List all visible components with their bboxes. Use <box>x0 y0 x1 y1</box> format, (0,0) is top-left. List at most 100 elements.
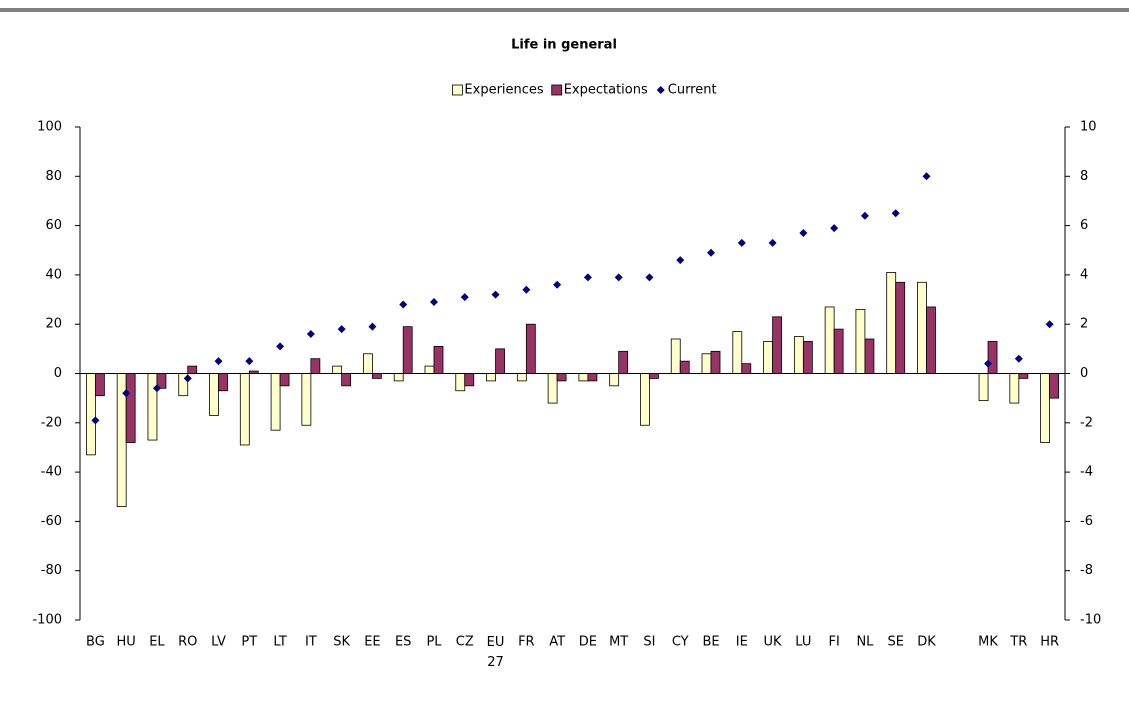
bar <box>609 373 620 387</box>
y2-tick-label: 8 <box>1080 169 1088 184</box>
y2-tick-label: -6 <box>1080 514 1093 529</box>
point <box>1014 354 1023 363</box>
point <box>984 359 993 368</box>
x-tick-label: LU <box>795 635 811 650</box>
bar <box>895 281 906 374</box>
point <box>614 273 623 282</box>
y-tick-label: 40 <box>45 267 62 282</box>
y-tick-label: -100 <box>32 613 62 628</box>
y2-tick-label: 10 <box>1080 120 1097 135</box>
y2-tick-label: -8 <box>1080 563 1093 578</box>
bar <box>793 336 804 374</box>
point <box>676 256 685 265</box>
point <box>183 374 192 383</box>
bar <box>741 363 752 374</box>
bar <box>301 373 312 426</box>
bar <box>547 373 558 404</box>
x-tick-label: MK <box>978 635 998 650</box>
bar <box>917 281 927 374</box>
bar <box>85 373 96 456</box>
bar <box>824 306 835 374</box>
chart-title: Life in general <box>511 38 617 53</box>
point <box>1045 320 1054 329</box>
legend: Experiences Expectations Current <box>452 83 717 98</box>
point <box>306 330 315 339</box>
y2-tick-label: 4 <box>1080 267 1088 282</box>
point <box>399 300 408 309</box>
point <box>891 209 900 218</box>
bar <box>279 373 290 387</box>
y-tick-label: -40 <box>41 465 62 480</box>
x-tick-label: HR <box>1040 635 1059 650</box>
bar <box>341 373 352 387</box>
legend-label: Current <box>668 83 717 98</box>
point <box>214 357 223 366</box>
x-tick-label: PT <box>241 635 257 650</box>
bar <box>578 373 589 382</box>
bar <box>209 373 219 416</box>
point <box>583 273 592 282</box>
point <box>768 238 777 247</box>
y-tick-label: 60 <box>45 218 62 233</box>
x-tick-label: PL <box>426 635 442 650</box>
point <box>276 342 285 351</box>
x-tick-label: AT <box>549 635 565 650</box>
point <box>830 224 839 233</box>
bar <box>640 373 650 426</box>
point <box>337 325 346 334</box>
x-tick-label: FR <box>518 635 535 650</box>
legend-swatch <box>656 86 665 94</box>
bar <box>670 338 681 374</box>
bar <box>978 373 989 402</box>
y-tick-label: -20 <box>41 415 62 430</box>
y2-tick-label: -10 <box>1080 613 1101 628</box>
y-tick-label: 80 <box>45 169 62 184</box>
bar <box>94 373 105 397</box>
point <box>368 322 377 331</box>
bar <box>1040 373 1051 443</box>
bar <box>587 373 598 382</box>
point <box>429 298 438 307</box>
y2-tick-label: -2 <box>1080 415 1093 430</box>
bar <box>372 373 382 379</box>
point <box>737 238 746 247</box>
x-tick-label: NL <box>856 635 874 650</box>
bar <box>802 341 813 374</box>
bar <box>187 365 198 374</box>
point <box>799 228 808 237</box>
bar <box>701 353 712 374</box>
bar <box>649 373 659 379</box>
legend-swatch <box>551 84 563 96</box>
point <box>860 211 869 220</box>
point <box>491 290 500 299</box>
bar <box>270 373 281 431</box>
bar <box>710 350 721 374</box>
bar <box>525 323 536 374</box>
y-tick-label: 20 <box>45 317 62 332</box>
y-tick-label: -60 <box>41 514 62 529</box>
bar <box>516 373 527 382</box>
x-tick-label: EE <box>364 635 380 650</box>
x-tick-label: SI <box>643 635 655 650</box>
bar <box>310 358 321 374</box>
x-tick-label: DK <box>917 635 936 650</box>
x-tick-label: BE <box>702 635 719 650</box>
bar <box>464 373 475 387</box>
point <box>460 293 469 302</box>
bar <box>363 353 373 374</box>
bar <box>125 373 136 443</box>
bar <box>833 328 844 374</box>
y2-tick-label: -4 <box>1080 465 1093 480</box>
bar <box>679 360 690 374</box>
y2-tick-label: 6 <box>1080 218 1088 233</box>
legend-label: Experiences <box>464 83 543 98</box>
point <box>91 416 100 425</box>
bar <box>987 341 998 374</box>
bar <box>424 365 435 374</box>
bar <box>855 309 866 374</box>
x-tick-label: BG <box>86 635 105 650</box>
bar <box>1018 373 1029 379</box>
x-tick-label: FI <box>828 635 839 650</box>
